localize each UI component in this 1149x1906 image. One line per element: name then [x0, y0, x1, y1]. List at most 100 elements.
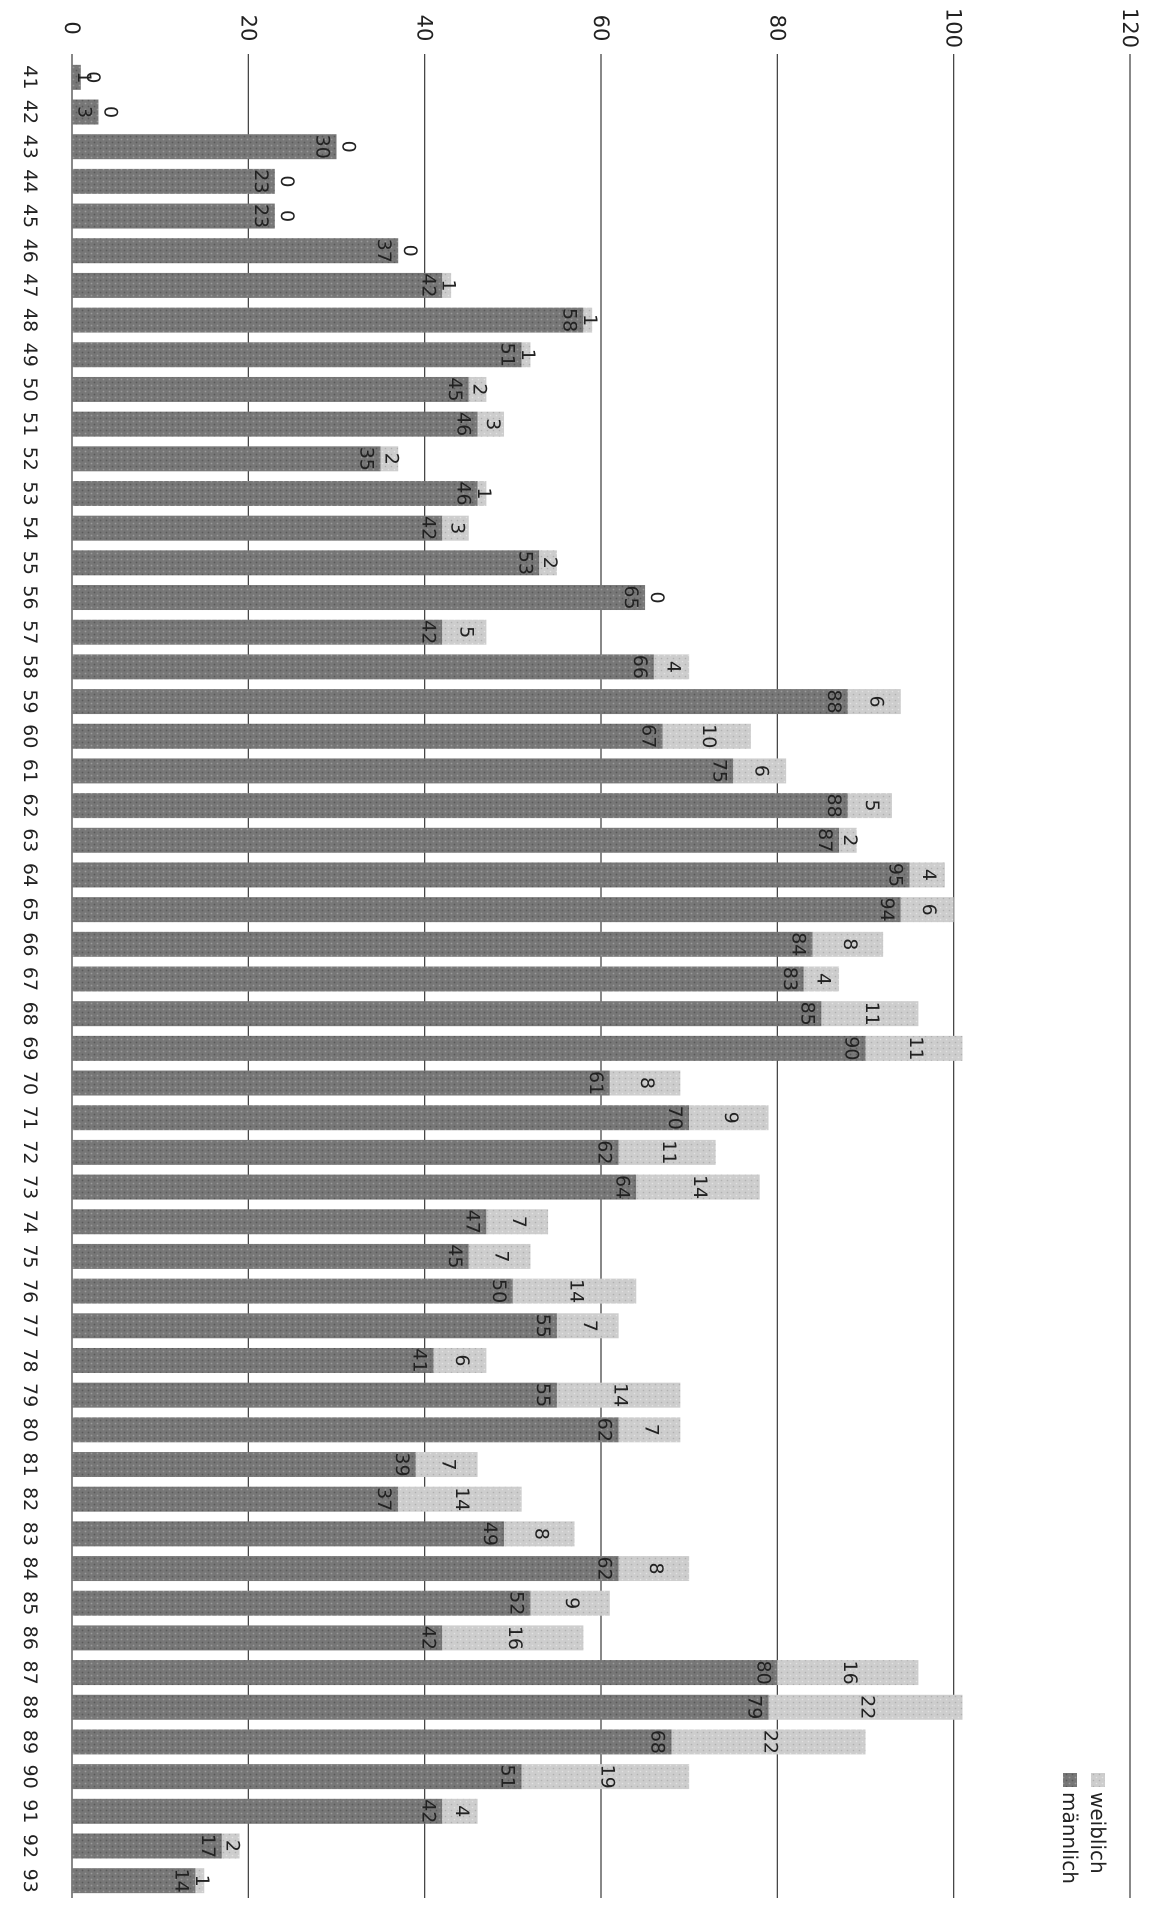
bar-maennlich: [72, 1243, 469, 1269]
data-label-weiblich: 0: [99, 106, 121, 118]
bar-weiblich: [821, 1001, 919, 1027]
category-label: 57: [19, 620, 41, 644]
bar-maennlich: [72, 1833, 222, 1859]
bar-maennlich: [72, 1347, 434, 1373]
data-label-weiblich: 3: [447, 522, 469, 534]
category-label: 86: [19, 1626, 41, 1650]
data-label-weiblich: 8: [839, 938, 861, 950]
bar-maennlich: [72, 99, 99, 125]
tick-label: 40: [413, 15, 437, 42]
bar-maennlich: [72, 446, 381, 472]
category-label: 47: [19, 273, 41, 297]
bar-maennlich: [72, 1452, 416, 1477]
bar-weiblich: [468, 376, 487, 402]
bar-maennlich: [72, 1868, 196, 1894]
category-label: 76: [19, 1279, 41, 1303]
category-label: 82: [19, 1487, 41, 1511]
bar-weiblich: [521, 1764, 690, 1790]
data-label-weiblich: 1: [579, 314, 601, 326]
bar-weiblich: [486, 1209, 549, 1235]
bar-weiblich: [768, 1694, 963, 1720]
data-label-maennlich: 53: [514, 551, 536, 575]
data-label-weiblich: 1: [191, 1875, 213, 1887]
data-label-weiblich: 3: [482, 418, 504, 430]
data-label-maennlich: 1: [73, 71, 95, 83]
bar-maennlich: [72, 1625, 443, 1651]
category-label: 69: [19, 1036, 41, 1060]
bar-maennlich: [72, 1313, 557, 1339]
data-label-maennlich: 95: [885, 863, 907, 887]
bar-maennlich: [72, 1174, 637, 1200]
data-label-maennlich: 68: [647, 1730, 669, 1754]
bar-maennlich: [72, 64, 81, 90]
bar-weiblich: [442, 515, 469, 541]
category-label: 87: [19, 1660, 41, 1684]
data-label-weiblich: 0: [82, 71, 104, 83]
data-label-weiblich: 4: [451, 1805, 473, 1817]
data-label-maennlich: 49: [479, 1522, 501, 1546]
bar-maennlich: [72, 203, 275, 229]
bar-maennlich: [72, 1764, 522, 1790]
bar-maennlich: [72, 481, 478, 506]
bar-maennlich: [72, 550, 540, 576]
data-label-weiblich: 8: [645, 1563, 667, 1575]
bar-weiblich: [636, 1174, 760, 1200]
data-label-maennlich: 62: [594, 1140, 616, 1164]
category-label: 53: [19, 481, 41, 505]
data-label-weiblich: 6: [865, 696, 887, 708]
bar-maennlich: [72, 238, 399, 264]
category-label: 52: [19, 447, 41, 471]
data-label-maennlich: 39: [391, 1452, 413, 1476]
bar-maennlich: [72, 272, 443, 298]
data-label-maennlich: 37: [373, 239, 395, 263]
legend-swatch-maennlich: [1063, 1773, 1077, 1787]
data-label-weiblich: 14: [566, 1279, 588, 1303]
data-label-weiblich: 0: [276, 210, 298, 222]
category-label: 42: [19, 100, 41, 124]
data-label-maennlich: 94: [876, 898, 898, 922]
bar-weiblich: [539, 550, 557, 576]
bar-maennlich: [72, 931, 813, 957]
data-label-maennlich: 42: [417, 1626, 439, 1650]
data-label-maennlich: 23: [250, 204, 272, 228]
data-label-weiblich: 16: [839, 1660, 861, 1684]
bar-maennlich: [72, 1139, 619, 1165]
bar-weiblich: [380, 446, 399, 472]
bar-maennlich: [72, 515, 443, 541]
category-label: 88: [19, 1695, 41, 1719]
bar-weiblich: [653, 654, 690, 680]
data-label-maennlich: 67: [638, 724, 660, 748]
data-label-weiblich: 1: [517, 349, 539, 361]
category-label: 71: [19, 1106, 41, 1130]
bar-weiblich: [733, 758, 787, 784]
data-label-weiblich: 22: [760, 1730, 782, 1754]
data-label-maennlich: 42: [417, 273, 439, 297]
data-label-weiblich: 4: [918, 869, 940, 881]
bar-maennlich: [72, 966, 804, 992]
category-label: 67: [19, 967, 41, 991]
bar-weiblich: [477, 481, 487, 506]
bar-maennlich: [72, 1556, 619, 1582]
bar-weiblich: [777, 1660, 919, 1686]
data-label-maennlich: 52: [505, 1591, 527, 1615]
legend-swatch-weiblich: [1091, 1773, 1105, 1787]
bar-maennlich: [72, 307, 584, 333]
data-label-maennlich: 37: [373, 1487, 395, 1511]
data-label-maennlich: 35: [356, 447, 378, 471]
category-label: 91: [19, 1799, 41, 1823]
bar-maennlich: [72, 168, 275, 194]
category-label: 65: [19, 898, 41, 922]
data-label-maennlich: 45: [444, 1244, 466, 1268]
bar-maennlich: [72, 585, 646, 611]
data-label-maennlich: 30: [312, 135, 334, 159]
bar-maennlich: [72, 758, 734, 784]
data-label-maennlich: 51: [497, 343, 519, 367]
bar-weiblich: [583, 307, 593, 333]
category-label: 92: [19, 1834, 41, 1858]
category-label: 77: [19, 1314, 41, 1338]
data-label-weiblich: 14: [610, 1383, 632, 1407]
data-label-weiblich: 7: [508, 1216, 530, 1228]
